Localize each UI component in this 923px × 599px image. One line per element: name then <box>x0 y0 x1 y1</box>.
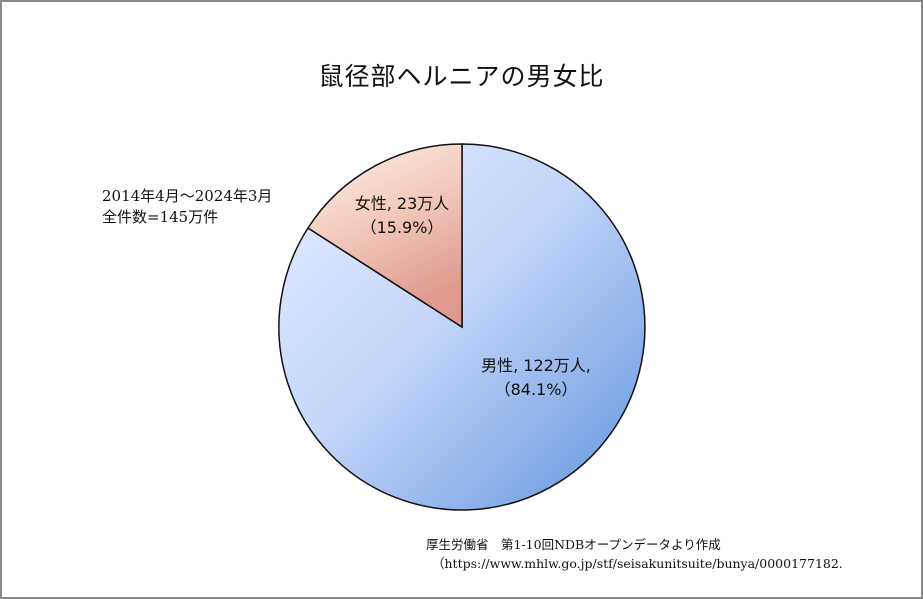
period-note: 2014年4月～2024年3月 全件数=145万件 <box>102 186 272 228</box>
male-data-label: 男性, 122万人, （84.1%） <box>460 354 612 402</box>
chart-title: 鼠径部ヘルニアの男女比 <box>318 62 605 91</box>
source-text: 厚生労働省 第1-10回NDBオープンデータより作成 <box>426 537 721 552</box>
female-label-count: 女性, 23万人 <box>354 194 450 213</box>
female-data-label: 女性, 23万人 （15.9%） <box>334 192 470 240</box>
source-url: （https://www.mhlw.go.jp/stf/seisakunitsu… <box>432 556 843 571</box>
male-label-percent: （84.1%） <box>494 380 578 399</box>
total-count-text: 全件数=145万件 <box>102 208 219 226</box>
male-label-count: 男性, 122万人, <box>481 356 591 375</box>
pie-slice-female[interactable] <box>306 143 463 329</box>
period-text: 2014年4月～2024年3月 <box>102 187 273 205</box>
female-label-percent: （15.9%） <box>360 218 444 237</box>
source-note: 厚生労働省 第1-10回NDBオープンデータより作成 （https://www.… <box>426 535 843 573</box>
